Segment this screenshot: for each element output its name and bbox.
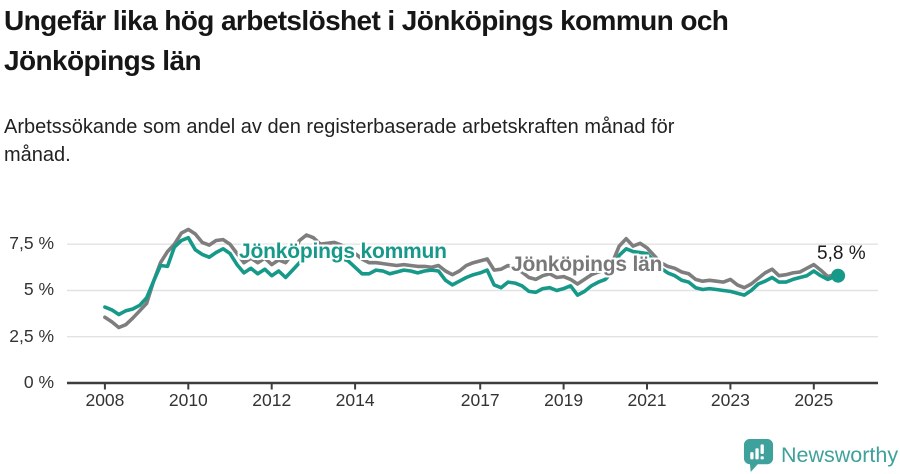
series-line-lan (103, 227, 840, 330)
x-axis-tick-label: 2019 (544, 390, 584, 410)
x-axis-tick-label: 2017 (460, 390, 500, 410)
series-label-lan: Jönköpings län (511, 253, 663, 276)
end-value-label: 5,8 % (817, 243, 866, 264)
y-axis-tick-label: 0 % (23, 372, 54, 392)
page-title: Ungefär lika hög arbetslöshet i Jönköpin… (4, 5, 729, 76)
brand-name: Newsworthy (781, 443, 899, 467)
x-axis-tick-label: 2012 (252, 390, 292, 410)
series-label-kommun: Jönköpings kommun (239, 240, 447, 263)
newsworthy-logo-icon (743, 439, 774, 472)
x-axis-tick-label: 2023 (710, 390, 750, 410)
x-axis-tick-label: 2008 (85, 390, 125, 410)
page-subtitle: Arbetssökande som andel av den registerb… (4, 116, 675, 166)
newsworthy-brand-link[interactable]: Newsworthy (742, 438, 898, 473)
series-line-kommun (103, 235, 840, 317)
x-axis-tick-label: 2014 (335, 390, 375, 410)
y-axis-tick-label: 2,5 % (9, 325, 54, 346)
y-axis-tick-label: 5 % (23, 279, 54, 300)
x-axis-tick-label: 2021 (627, 390, 667, 410)
x-axis-tick-label: 2025 (794, 390, 834, 410)
end-point-marker (831, 268, 846, 283)
y-axis-tick-label: 7,5 % (9, 233, 54, 254)
x-axis-tick-label: 2010 (168, 390, 208, 410)
